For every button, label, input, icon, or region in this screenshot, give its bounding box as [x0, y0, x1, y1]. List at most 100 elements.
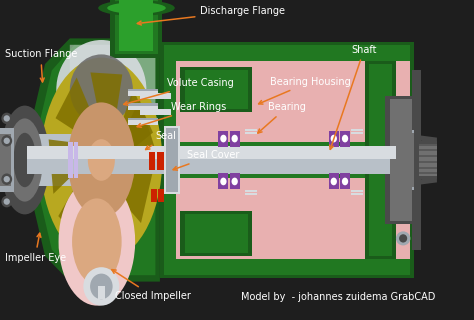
Polygon shape — [55, 77, 98, 141]
Text: Model by  - johannes zuidema GrabCAD: Model by - johannes zuidema GrabCAD — [241, 292, 435, 302]
Bar — [74, 142, 78, 178]
Bar — [351, 190, 363, 192]
Ellipse shape — [0, 106, 50, 214]
Ellipse shape — [231, 178, 238, 185]
Bar — [185, 214, 248, 253]
Text: Volute Casing: Volute Casing — [124, 78, 233, 105]
Bar — [68, 142, 73, 178]
Polygon shape — [41, 45, 155, 275]
Bar — [419, 144, 437, 176]
Text: Impeller Eye: Impeller Eye — [5, 233, 65, 263]
Bar — [246, 190, 257, 192]
Text: Discharge Flange: Discharge Flange — [137, 6, 285, 25]
Ellipse shape — [107, 2, 166, 14]
Bar — [110, 0, 162, 58]
Bar — [230, 173, 240, 189]
Bar — [329, 131, 339, 147]
Bar — [151, 189, 157, 202]
Bar — [219, 173, 228, 189]
Polygon shape — [412, 134, 437, 186]
Bar — [27, 146, 414, 158]
Ellipse shape — [14, 133, 36, 187]
Ellipse shape — [331, 178, 337, 185]
Ellipse shape — [220, 178, 227, 185]
Ellipse shape — [41, 58, 162, 262]
Ellipse shape — [4, 138, 10, 144]
Bar — [128, 103, 158, 110]
Bar — [419, 144, 437, 146]
Text: Wear Rings: Wear Rings — [137, 102, 227, 127]
Text: Shaft: Shaft — [330, 44, 377, 149]
Bar — [176, 61, 410, 142]
Bar — [419, 149, 437, 151]
Ellipse shape — [1, 173, 12, 185]
Polygon shape — [385, 70, 421, 250]
Bar — [176, 178, 410, 259]
Bar — [128, 118, 158, 120]
Bar — [160, 42, 414, 278]
Bar — [246, 129, 257, 131]
Text: Seal Cover: Seal Cover — [173, 150, 239, 170]
Bar — [419, 167, 437, 169]
Polygon shape — [49, 140, 86, 194]
Ellipse shape — [231, 135, 238, 142]
Ellipse shape — [342, 178, 348, 185]
Bar — [115, 0, 158, 54]
Ellipse shape — [4, 198, 10, 205]
Text: Suction Flange: Suction Flange — [5, 49, 77, 82]
Ellipse shape — [331, 135, 337, 142]
Ellipse shape — [98, 0, 175, 16]
Bar — [340, 173, 350, 189]
Bar — [419, 172, 437, 174]
Polygon shape — [110, 172, 153, 223]
Bar — [164, 45, 410, 275]
Ellipse shape — [59, 178, 135, 306]
Bar — [34, 128, 74, 192]
Text: Closed Impeller: Closed Impeller — [112, 270, 191, 301]
Bar — [390, 99, 412, 221]
Bar — [119, 0, 153, 51]
Polygon shape — [34, 38, 160, 282]
Text: Seal: Seal — [146, 131, 176, 149]
Polygon shape — [114, 89, 153, 160]
Ellipse shape — [396, 231, 410, 245]
Bar — [246, 132, 257, 134]
Polygon shape — [116, 100, 155, 165]
Bar — [419, 155, 437, 157]
Bar — [98, 286, 104, 299]
Bar — [351, 193, 363, 195]
Ellipse shape — [83, 267, 119, 306]
Bar — [128, 89, 158, 91]
Ellipse shape — [1, 196, 12, 207]
Bar — [27, 146, 414, 174]
Bar — [149, 152, 155, 170]
Bar — [185, 70, 248, 109]
Ellipse shape — [70, 54, 133, 125]
Bar — [0, 128, 14, 192]
Bar — [180, 211, 252, 256]
Ellipse shape — [220, 135, 227, 142]
Bar — [164, 126, 180, 194]
Polygon shape — [91, 72, 122, 135]
Bar — [140, 93, 171, 99]
Ellipse shape — [1, 135, 12, 147]
Polygon shape — [58, 171, 92, 245]
Ellipse shape — [4, 176, 10, 182]
Bar — [128, 103, 158, 106]
Polygon shape — [95, 186, 129, 253]
Bar — [365, 61, 396, 259]
Ellipse shape — [72, 198, 122, 285]
Ellipse shape — [68, 102, 135, 218]
Bar — [124, 3, 133, 48]
Bar — [351, 129, 363, 131]
Bar — [369, 64, 392, 256]
Bar — [419, 161, 437, 163]
Ellipse shape — [88, 139, 115, 181]
Ellipse shape — [4, 115, 10, 122]
Bar — [396, 133, 414, 187]
Bar — [414, 141, 437, 179]
Bar — [140, 109, 171, 115]
Bar — [0, 134, 11, 186]
Bar — [128, 118, 158, 125]
Bar — [219, 131, 228, 147]
